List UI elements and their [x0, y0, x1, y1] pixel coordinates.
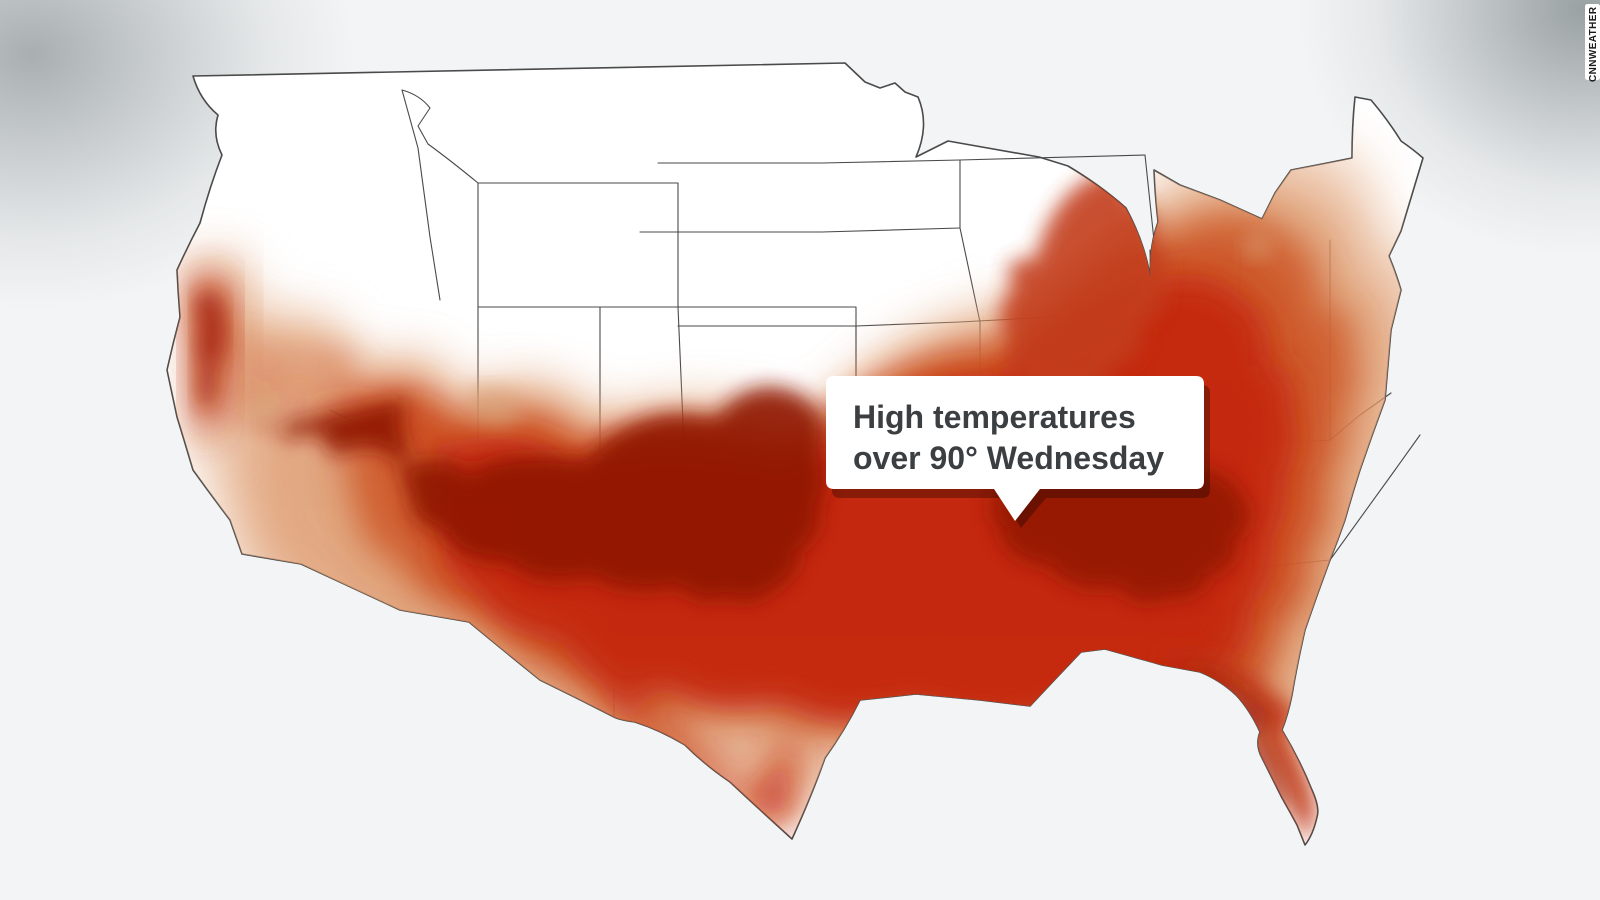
svg-text:CNNWEATHER: CNNWEATHER [1588, 6, 1599, 82]
svg-text:High temperatures: High temperatures [853, 399, 1136, 435]
svg-text:over 90° Wednesday: over 90° Wednesday [853, 440, 1164, 476]
